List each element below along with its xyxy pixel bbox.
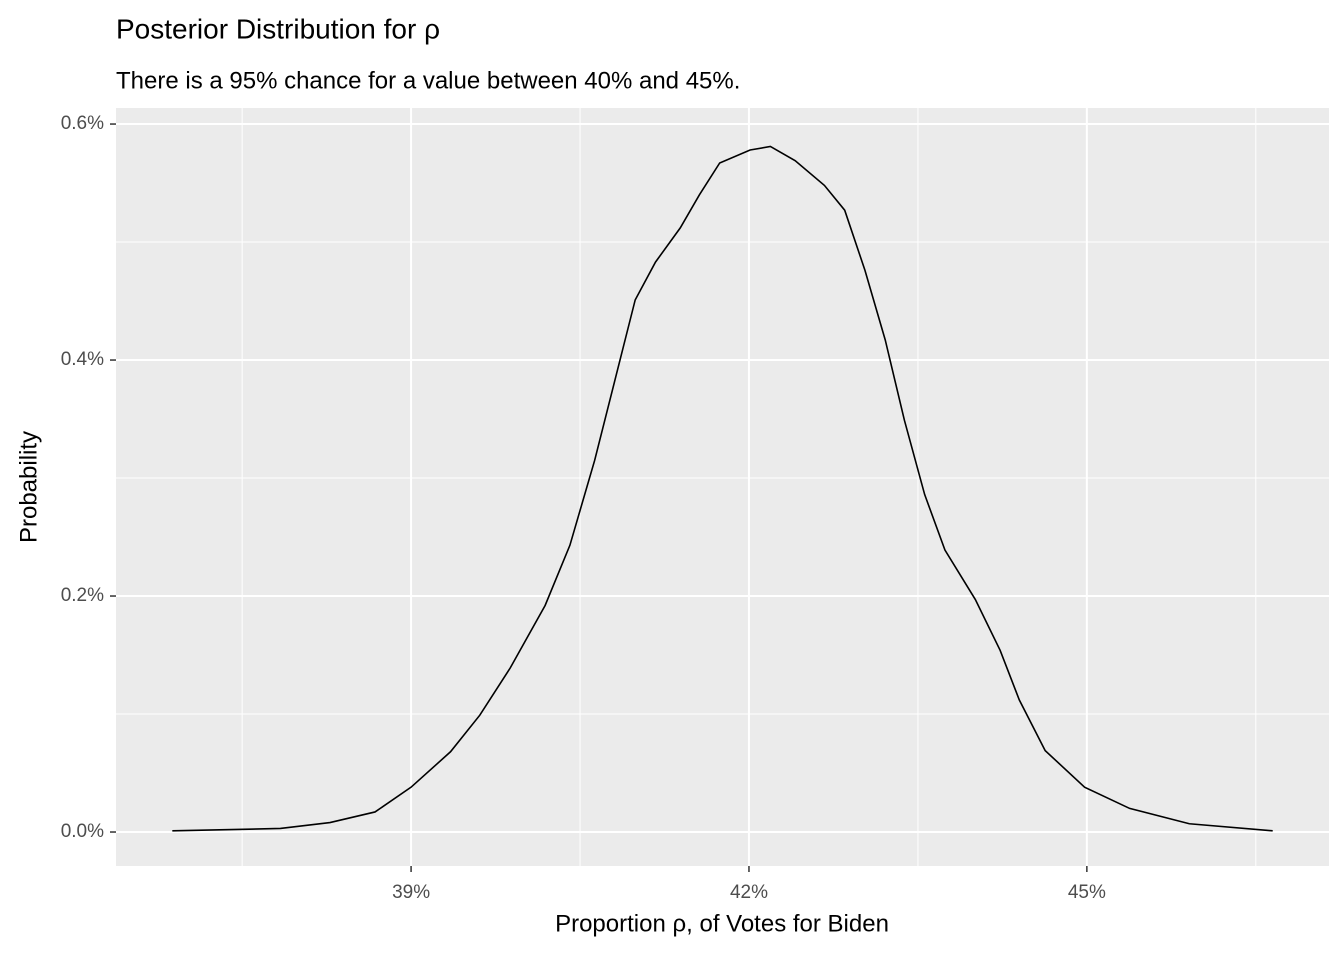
chart-title: Posterior Distribution for ρ — [116, 13, 440, 44]
y-axis-title: Probability — [15, 431, 42, 543]
plot-panel — [116, 108, 1329, 866]
y-tick-label: 0.2% — [61, 585, 104, 606]
y-tick-label: 0.6% — [61, 113, 104, 134]
x-axis-title: Proportion ρ, of Votes for Biden — [555, 910, 889, 937]
y-tick-label: 0.4% — [61, 349, 104, 370]
x-tick-label: 39% — [392, 882, 430, 903]
x-tick-label: 42% — [730, 882, 768, 903]
y-tick-label: 0.0% — [61, 821, 104, 842]
chart-subtitle: There is a 95% chance for a value betwee… — [116, 67, 740, 94]
x-tick-label: 45% — [1068, 882, 1106, 903]
density-line — [172, 145, 1273, 832]
